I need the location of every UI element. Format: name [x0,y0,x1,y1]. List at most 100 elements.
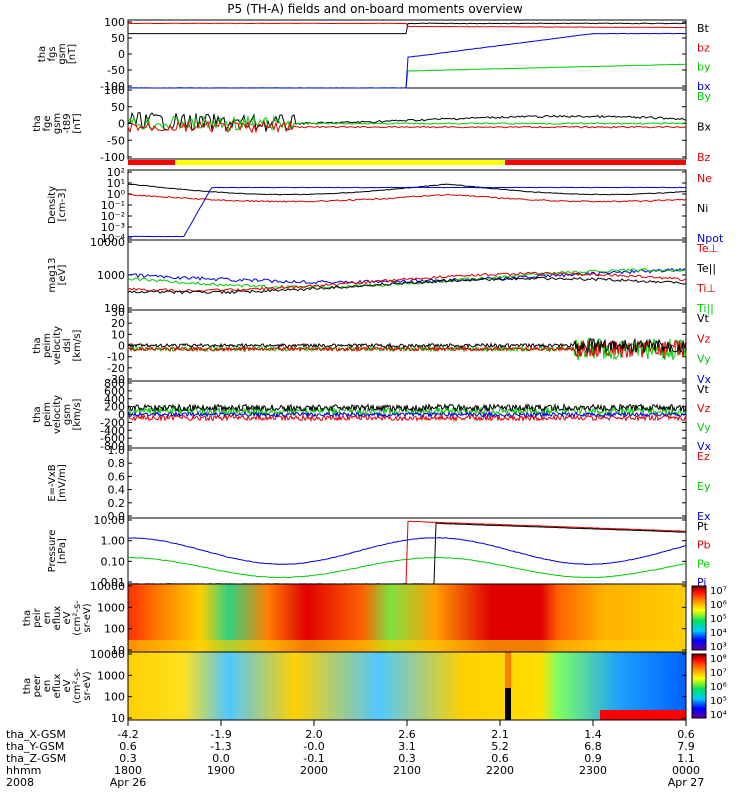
ephemeris-value: 1.1 [677,752,695,765]
ephemeris-value: -0.1 [303,752,324,765]
ephemeris-value: -0.0 [303,740,324,753]
y-axis-label: [cm-3] [57,188,68,221]
y-tick-label: 0 [118,48,125,61]
ephemeris-value: 0.3 [398,752,416,765]
y-tick-label: 10 [111,712,125,725]
colorbar-tick-label: 10⁵ [710,614,727,625]
spectrogram-band [128,640,686,652]
y-tick-label: 0.8 [108,457,126,470]
colorbar-tick-label: 10⁸ [710,654,727,665]
peim-vt [127,337,687,355]
legend-entry: Ne [697,172,712,185]
y-axis-label: tha [32,406,43,422]
panel-frame [127,169,687,241]
ephemeris-row-label: tha_X-GSM [6,728,66,741]
y-axis-label: sr-eV) [82,671,93,700]
y-axis-label: E=-VxB [47,464,58,501]
y-tick-label: 0.01 [101,576,126,589]
fgs-bt [128,22,686,35]
x-tick-label: 2000 [300,764,328,777]
x-tick-label: 1900 [207,764,235,777]
y-tick-label: 10.00 [94,514,126,527]
ephemeris-value: 2.1 [491,728,509,741]
y-axis-label: peim [42,333,53,358]
ephemeris-value: 6.8 [584,740,602,753]
legend-entry: Vx [697,440,712,453]
time-axis: -4.20.60.31800-1.9-1.30.019002.0-0.0-0.1… [6,720,704,789]
y-tick-label: 100 [104,16,125,29]
legend-entry: Bt [697,22,710,35]
legend-entry: Vy [697,353,711,366]
ephemeris-value: -1.9 [210,728,231,741]
legend-entry: Ni [697,202,708,215]
temp-te [127,271,687,293]
peimgsm-vy [127,405,687,418]
y-axis-label: eflux [52,606,63,631]
legend-entry: Vt [697,383,710,396]
panel-pressure: 10.00 1.00 0.10 0.01 Pressure [nPa] Pt Pb Pe Pi [47,514,711,589]
y-axis-label: sr-eV) [82,603,93,632]
legend-entry: Pi [697,576,706,589]
colorbar-tick-label: 10⁶ [710,600,727,611]
panel-frame [127,239,687,311]
legend-entry: Npot [697,232,724,245]
ephemeris-value: 0.9 [584,752,602,765]
ephemeris-row-label: hhmm [6,764,41,777]
peimgsm-vx [127,410,687,419]
panel-fge: 100 50 0 -50 -100 tha fge gsm -t89 [nT] By Bx Bz [32,84,712,164]
y-tick-label: -400 [100,424,125,437]
y-axis-label: [mV/m] [57,464,68,502]
y-axis-label: [km/s] [72,398,83,430]
y-tick-label: -100 [100,151,125,164]
peim-vz [127,340,687,359]
y-axis-label: en [42,680,53,693]
y-tick-label: 1000 [97,601,125,614]
x-tick-label: 0000 [672,764,700,777]
year-label: 2008 [6,776,34,789]
temp-ti [127,267,687,285]
colorbar-tick-label: 10⁷ [710,586,727,597]
legend-entry: Vx [697,373,712,386]
y-tick-label: 100 [104,302,125,315]
y-tick-label: 1.0 [108,444,126,457]
x-tick-label: 1800 [114,764,142,777]
y-tick-label: 100 [104,623,125,636]
panel-efield: 1.00.80.60.40.20.0 E=-VxB [mV/m] Ez Ey Ex [47,444,711,523]
y-tick-label: 10¹ [107,177,125,190]
y-tick-label: 50 [111,101,125,114]
legend-entry: bx [697,80,711,93]
y-axis-label: -t89 [62,113,73,133]
colorbar [691,653,707,719]
y-tick-label: 600 [104,385,125,398]
density-ne [128,193,687,203]
y-tick-label: 1000 [97,669,125,682]
spectrogram-band [505,652,511,720]
temp-te-par [127,276,687,295]
colorbar-tick-label: 10⁶ [710,682,727,693]
y-tick-label: -20 [107,362,125,375]
ephemeris-value: 0.6 [677,728,695,741]
legend-entry: Ex [697,510,711,523]
ephemeris-row-label: tha_Z-GSM [6,752,66,765]
y-tick-label: 10000 [90,580,125,593]
y-tick-label: 10² [107,166,125,179]
x-tick-label: 2300 [579,764,607,777]
y-tick-label: -200 [100,416,125,429]
y-tick-label: -50 [107,134,125,147]
ephemeris-value: 3.1 [398,740,416,753]
legend-entry: Ez [697,450,710,463]
y-tick-label: 10⁰ [107,188,126,201]
y-axis-label: fgs [47,46,58,61]
y-tick-label: 20 [111,317,125,330]
y-axis-label: eV [62,611,73,624]
y-axis-label: fge [42,115,53,131]
y-axis-label: eflux [52,674,63,699]
ephemeris-value: 0.3 [119,752,137,765]
y-axis-label: eV [62,679,73,692]
y-tick-label: -50 [107,64,125,77]
y-axis-label: tha [32,115,43,131]
peimgsm-vt [127,402,687,413]
x-tick-label: 2200 [486,764,514,777]
y-axis-label: peir [32,607,43,627]
y-axis-label: velocity [52,395,63,434]
